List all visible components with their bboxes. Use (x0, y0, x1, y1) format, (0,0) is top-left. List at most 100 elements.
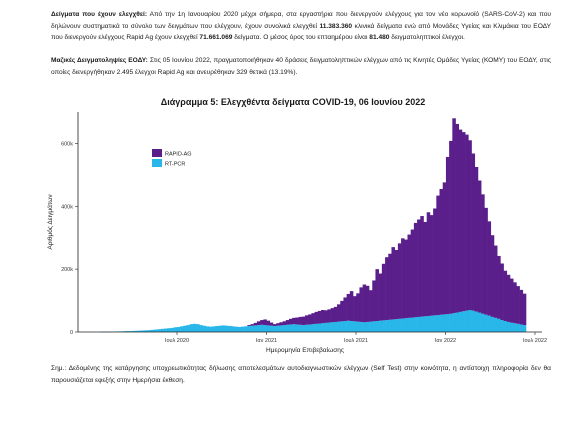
bar-rapid-ag-90 (388, 253, 392, 320)
bar-rt-pcr-93 (397, 318, 402, 332)
mass-testing-paragraph: Μαζικές Δειγματοληψίες ΕΟΔΥ: Στις 05 Ιου… (51, 55, 551, 78)
mass-testing-text: Στις 05 Ιουνίου 2022, πραγματοποιήθηκαν … (51, 57, 551, 76)
bar-rt-pcr-46 (247, 326, 251, 332)
bar-rapid-ag-131 (519, 289, 524, 325)
bar-rapid-ag-81 (359, 287, 363, 322)
bar-rt-pcr-56 (279, 325, 283, 332)
bar-rt-pcr-101 (423, 316, 427, 332)
bar-rapid-ag-99 (417, 219, 421, 317)
bar-rt-pcr-100 (420, 316, 424, 332)
bar-rt-pcr-110 (452, 313, 456, 332)
bar-rt-pcr-76 (343, 321, 347, 332)
bar-rapid-ag-116 (471, 153, 476, 311)
bar-rapid-ag-101 (423, 222, 427, 317)
bar-rapid-ag-54 (272, 324, 277, 327)
bar-rt-pcr-33 (205, 326, 210, 332)
bar-rt-pcr-16 (151, 329, 155, 332)
bar-rapid-ag-87 (378, 273, 383, 321)
bar-rapid-ag-63 (301, 316, 306, 326)
bar-rt-pcr-87 (378, 320, 383, 332)
bar-rt-pcr-19 (160, 328, 165, 332)
bar-rt-pcr-99 (417, 316, 421, 332)
bar-rapid-ag-69 (321, 310, 325, 324)
y-tick-label: 200k (61, 267, 73, 273)
samples-label: Δείγματα που έχουν ελεγχθεί: (51, 11, 148, 18)
bar-rt-pcr-95 (404, 318, 408, 332)
bar-rt-pcr-59 (288, 324, 293, 332)
bar-rt-pcr-118 (477, 312, 482, 332)
bar-rapid-ag-52 (266, 320, 271, 326)
bar-rapid-ag-61 (295, 317, 299, 325)
bar-rt-pcr-82 (362, 322, 367, 332)
bar-rt-pcr-36 (215, 326, 219, 332)
bar-rapid-ag-49 (256, 321, 261, 326)
y-tick-label: 400k (61, 204, 73, 210)
bar-rapid-ag-68 (317, 310, 322, 324)
bar-rt-pcr-92 (394, 319, 399, 332)
bar-rt-pcr-14 (144, 330, 149, 332)
bar-rapid-ag-67 (314, 311, 319, 324)
bar-rapid-ag-121 (487, 221, 492, 316)
bar-rapid-ag-128 (509, 278, 514, 323)
bar-rapid-ag-96 (407, 234, 411, 318)
bar-rt-pcr-22 (170, 327, 174, 332)
mass-testing-label: Μαζικές Δειγματοληψίες ΕΟΔΥ: (51, 57, 148, 64)
bar-rt-pcr-116 (471, 310, 476, 332)
bar-rt-pcr-69 (321, 323, 325, 332)
bar-rapid-ag-120 (484, 207, 488, 315)
bar-rt-pcr-10 (132, 330, 136, 332)
bar-rapid-ag-88 (381, 263, 386, 321)
bar-rapid-ag-77 (346, 293, 351, 321)
bar-rt-pcr-32 (202, 325, 206, 332)
bar-rapid-ag-106 (439, 189, 444, 315)
bar-rapid-ag-93 (397, 243, 402, 319)
bar-rapid-ag-124 (497, 255, 501, 319)
bar-rt-pcr-77 (346, 320, 351, 332)
bar-rt-pcr-31 (199, 325, 203, 332)
bar-rapid-ag-86 (375, 269, 379, 321)
bar-rapid-ag-83 (365, 285, 370, 322)
bar-rt-pcr-129 (513, 323, 517, 332)
x-tick-label: Ιαν 2022 (435, 338, 456, 344)
samples-chart: 0 200k 400k 600k Ιουλ 2020 Ιαν 2021 Ιουλ 2021 Ι… (46, 112, 547, 354)
bar-rapid-ag-114 (465, 134, 469, 311)
bar-rt-pcr-91 (391, 319, 395, 332)
bar-rapid-ag-105 (436, 195, 440, 316)
bar-rapid-ag-59 (288, 318, 293, 325)
bar-rapid-ag-129 (513, 282, 517, 324)
y-axis-label: Αριθμός Δειγμάτων (46, 194, 54, 249)
bar-rt-pcr-84 (369, 321, 373, 332)
bar-rt-pcr-70 (324, 322, 328, 332)
legend-swatch-rt-pcr (152, 159, 162, 167)
bar-rapid-ag-66 (311, 313, 315, 325)
bar-rt-pcr-121 (487, 315, 492, 332)
bar-rapid-ag-65 (308, 314, 312, 325)
bar-rt-pcr-111 (455, 312, 460, 332)
bar-rapid-ag-122 (490, 235, 495, 317)
samples-text-4: δειγματοληπτικοί έλεγχοι. (389, 34, 465, 42)
bar-rt-pcr-58 (285, 324, 290, 332)
bar-rt-pcr-96 (407, 317, 411, 332)
bar-rapid-ag-92 (394, 249, 399, 320)
bar-rt-pcr-72 (330, 322, 335, 332)
bar-rt-pcr-18 (157, 329, 162, 332)
bar-rapid-ag-82 (362, 284, 367, 323)
bar-rt-pcr-74 (337, 321, 341, 332)
bar-rt-pcr-26 (183, 325, 187, 332)
bar-rapid-ag-56 (279, 322, 283, 326)
bar-rt-pcr-52 (266, 325, 271, 332)
bar-rapid-ag-75 (340, 300, 344, 322)
bar-rt-pcr-63 (301, 325, 306, 332)
bar-rt-pcr-65 (308, 324, 312, 332)
bar-rt-pcr-126 (503, 321, 508, 332)
bar-rt-pcr-105 (436, 315, 440, 332)
bar-rt-pcr-88 (381, 320, 386, 332)
bar-rt-pcr-51 (263, 325, 267, 332)
bar-rt-pcr-40 (228, 326, 232, 332)
bar-rt-pcr-112 (458, 311, 463, 332)
bar-rapid-ag-72 (330, 308, 335, 323)
note-paragraph: Σημ.: Δεδομένης της κατάργησης υποχρεωτι… (51, 365, 551, 384)
bar-rapid-ag-76 (343, 297, 347, 321)
bar-rt-pcr-53 (269, 325, 274, 332)
bar-rt-pcr-122 (490, 316, 495, 332)
